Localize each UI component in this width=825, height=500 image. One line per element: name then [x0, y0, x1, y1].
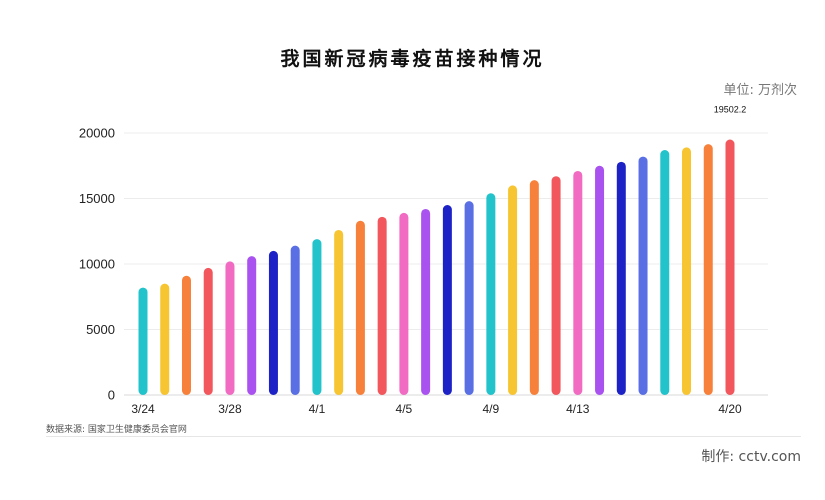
x-tick-label: 4/13 [566, 402, 590, 416]
bar-4-14 [595, 165, 605, 395]
bar-3-27 [203, 267, 213, 395]
x-axis: 3/24 3/28 4/1 4/5 4/9 4/13 4/20 [131, 402, 742, 416]
unit-label: 单位: 万剂次 [723, 83, 797, 98]
x-tick-label: 4/1 [309, 402, 326, 416]
bar-4-15 [616, 161, 626, 395]
y-tick-label: 15000 [79, 191, 115, 206]
bar-4-16 [638, 156, 648, 395]
bar-3-30 [268, 250, 278, 395]
bar-3-26 [181, 275, 191, 395]
bar-4-17 [660, 150, 670, 395]
bar-3-25 [160, 283, 170, 395]
bar-4-18 [682, 147, 692, 395]
bar-4-13 [573, 170, 583, 395]
x-tick-label: 3/24 [131, 402, 155, 416]
data-labels: 19502.2 [714, 105, 747, 115]
credit: 制作: cctv.com [701, 449, 801, 465]
x-tick-label: 4/5 [396, 402, 413, 416]
bar-4-2 [334, 229, 344, 395]
bar-4-6 [421, 208, 431, 395]
bar-3-24 [138, 287, 148, 395]
bar-4-9 [486, 193, 496, 395]
y-tick-label: 20000 [79, 126, 115, 141]
bar-4-1 [312, 239, 322, 395]
bar-3-29 [247, 256, 257, 395]
bar-4-3 [355, 220, 365, 395]
bar-4-20 [725, 139, 735, 395]
bar-4-8 [464, 201, 474, 395]
bars [138, 139, 735, 395]
bar-3-28 [225, 261, 235, 395]
bar-3-31 [290, 245, 300, 395]
bar-4-5 [399, 212, 409, 395]
data-source: 数据来源: 国家卫生健康委员会官网 [46, 425, 187, 435]
y-tick-label: 5000 [86, 322, 115, 337]
bar-4-4 [377, 216, 387, 395]
bar-4-19 [703, 144, 713, 395]
divider [46, 436, 801, 437]
y-tick-label: 10000 [79, 257, 115, 272]
bar-4-12 [551, 176, 561, 395]
x-tick-label: 4/9 [483, 402, 500, 416]
chart-title: 我国新冠病毒疫苗接种情况 [280, 48, 545, 70]
bar-4-10 [508, 185, 518, 395]
bar-4-11 [529, 180, 539, 395]
y-tick-label: 0 [108, 388, 115, 403]
x-tick-label: 3/28 [218, 402, 242, 416]
bar-4-7 [442, 205, 452, 395]
y-axis: 0 5000 10000 15000 20000 [79, 126, 115, 403]
data-label: 19502.2 [714, 105, 747, 115]
x-tick-label: 4/20 [718, 402, 742, 416]
